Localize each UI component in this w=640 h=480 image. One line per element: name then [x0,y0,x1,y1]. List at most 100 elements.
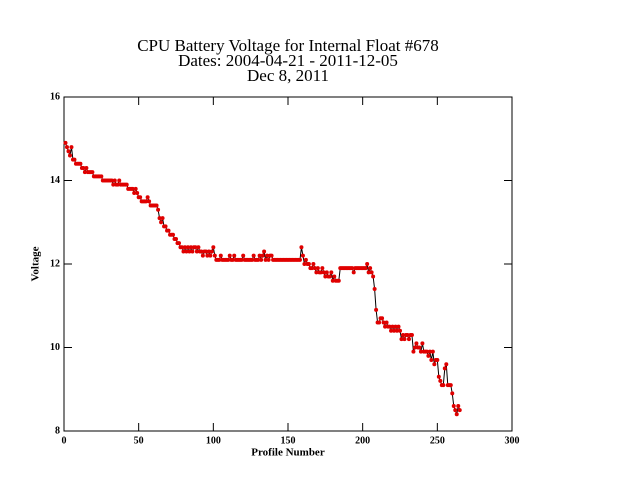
data-point [130,186,135,191]
data-point [427,349,432,354]
data-point [193,245,198,250]
data-point [392,328,397,333]
data-point [457,408,462,413]
data-point [418,349,423,354]
data-point [256,257,261,262]
data-point [350,266,355,271]
data-point [303,257,308,262]
data-point [135,191,140,196]
data-point [232,253,237,258]
data-point [381,320,386,325]
data-point [124,182,129,187]
data-point [184,249,189,254]
data-point [411,349,416,354]
data-point [412,345,417,350]
data-point [306,262,311,266]
data-point [230,257,235,262]
data-point [190,249,195,254]
data-point [171,232,176,237]
data-point [203,249,208,254]
data-point [199,249,204,254]
data-point [176,241,181,246]
data-point [257,253,262,258]
data-point [181,249,186,254]
data-point [299,245,304,250]
x-tick-label: 50 [134,435,144,446]
data-point [402,337,407,342]
data-point [69,145,74,150]
chart-subtitle: Dates: 2004-04-21 - 2011-12-05 [178,51,398,70]
data-point [399,337,404,342]
data-point [372,287,377,292]
data-point [206,249,211,254]
data-point [174,236,178,241]
data-point [64,145,69,150]
data-point [115,182,120,187]
data-point [330,278,335,283]
data-point [251,253,256,258]
data-point [159,220,164,225]
y-tick-label: 10 [50,342,60,353]
data-point [368,266,373,271]
data-point [160,216,165,221]
data-point [365,262,370,266]
data-point [194,249,199,254]
data-point [145,195,150,200]
data-point [179,245,184,250]
data-point [371,274,376,279]
x-tick-label: 0 [62,435,67,446]
data-point [450,391,455,396]
x-tick-label: 250 [430,435,445,446]
data-point [63,140,68,145]
data-point [366,270,371,275]
data-point [444,362,449,367]
x-axis-label: Profile Number [251,447,325,459]
data-point [383,324,388,329]
data-point [456,403,461,408]
data-point [377,320,382,325]
data-point [239,257,244,262]
x-tick-label: 100 [206,435,221,446]
data-point [212,253,217,258]
data-point [84,165,89,170]
data-point [217,257,222,262]
data-point [311,262,316,266]
data-point [374,307,379,312]
data-point [327,274,332,279]
data-point [218,253,223,258]
data-point [241,253,246,258]
data-point [112,178,117,183]
data-point [453,408,458,413]
data-point [448,383,453,388]
data-point [329,270,334,275]
data-point [351,270,356,275]
data-point [163,224,168,229]
data-point [314,270,319,275]
data-point [211,245,216,250]
data-point [324,270,329,275]
data-point [417,345,422,350]
data-point [384,320,389,325]
data-point [454,412,459,417]
y-tick-label: 16 [50,91,60,102]
data-point [400,332,405,337]
data-point [363,266,368,271]
data-point [157,216,162,221]
data-point [432,362,437,367]
data-point [321,270,326,275]
data-point [406,337,411,342]
data-point [82,170,87,175]
data-point [409,332,414,337]
data-point [259,257,264,262]
data-point [323,274,328,279]
data-point [300,253,305,258]
data-point [132,191,137,196]
data-point [396,324,401,329]
data-point [429,358,434,363]
data-point [166,228,171,233]
data-point [250,257,255,262]
data-point [315,266,320,271]
data-point [393,324,398,329]
data-point [266,257,271,262]
data-point [436,374,441,379]
